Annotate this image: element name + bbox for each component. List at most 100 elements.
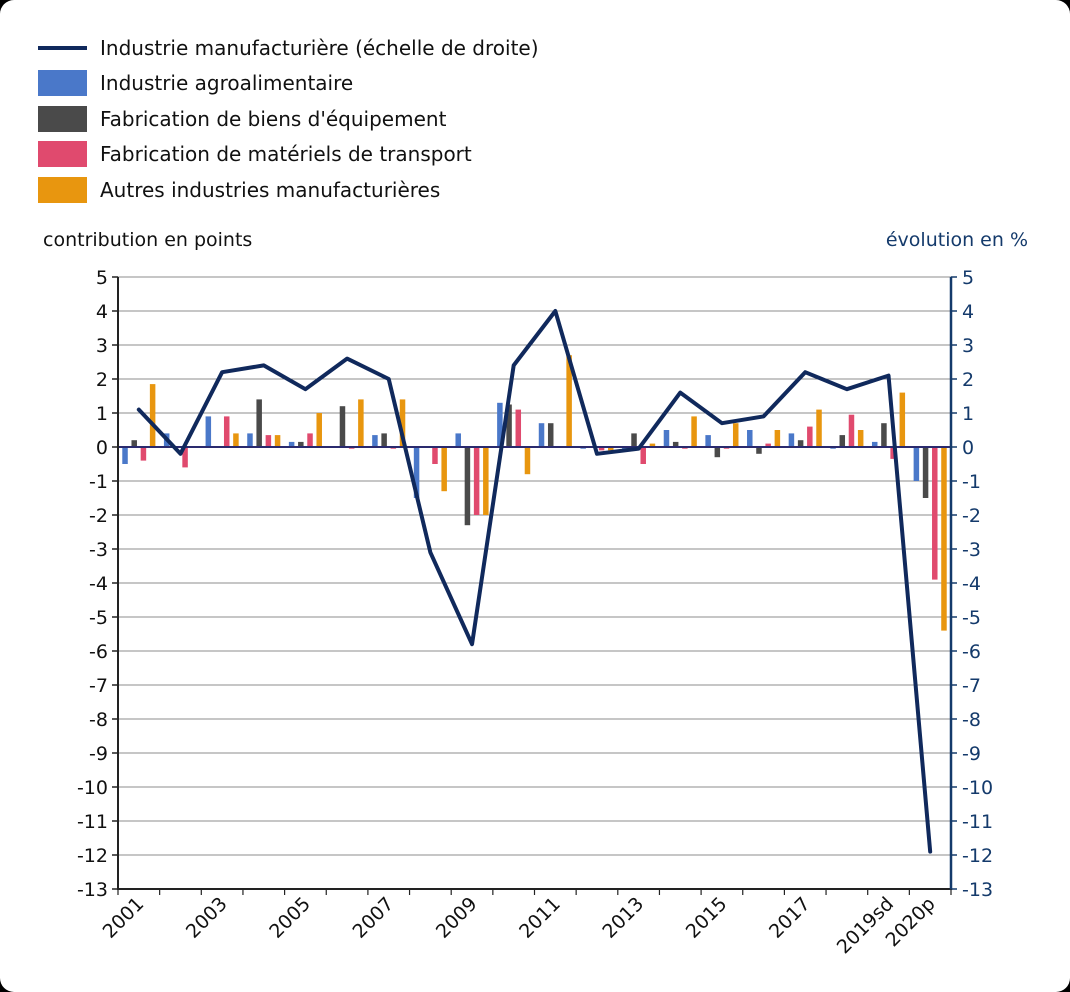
bar	[413, 447, 420, 498]
bar	[233, 433, 239, 447]
left-tick-label: -10	[77, 777, 108, 799]
left-tick-label: -12	[77, 845, 108, 867]
bar	[515, 409, 522, 447]
bar	[732, 423, 739, 447]
bar	[131, 440, 137, 447]
bar	[871, 441, 878, 447]
bar	[913, 447, 920, 481]
bar	[899, 392, 906, 447]
bar	[464, 447, 471, 526]
right-tick-label: -11	[962, 811, 993, 833]
legend-item: Autres industries manufacturières	[38, 172, 539, 208]
bar	[566, 355, 572, 447]
right-tick-label: -2	[962, 505, 981, 527]
right-tick-label: -12	[962, 845, 993, 867]
x-tick-label: 2011	[515, 893, 565, 943]
bar	[756, 447, 762, 454]
bar	[608, 447, 614, 451]
bar	[547, 423, 554, 447]
bar	[122, 447, 128, 464]
left-tick-label: -9	[89, 743, 108, 765]
bar	[774, 430, 781, 447]
bar	[649, 443, 656, 447]
legend-label: Industrie agroalimentaire	[100, 71, 354, 96]
bar	[247, 433, 253, 447]
left-tick-label: -11	[77, 811, 108, 833]
bar	[816, 409, 822, 447]
bar	[922, 447, 929, 498]
bar	[640, 447, 646, 464]
right-tick-label: -8	[962, 709, 981, 731]
left-tick-label: 3	[96, 335, 108, 357]
bar	[497, 402, 503, 447]
bar	[932, 447, 938, 580]
left-axis-title: contribution en points	[43, 229, 253, 251]
left-tick-label: -1	[89, 471, 108, 493]
x-tick-label: 2009	[432, 893, 482, 943]
bar	[890, 447, 896, 459]
right-tick-label: -5	[962, 607, 981, 629]
left-tick-label: -7	[89, 675, 108, 697]
left-tick-label: -2	[89, 505, 108, 527]
x-tick-label: 2007	[349, 893, 399, 943]
bar	[705, 435, 711, 447]
bar	[807, 426, 813, 447]
x-tick-label: 2015	[682, 893, 732, 943]
bar	[298, 441, 304, 447]
bar	[631, 433, 637, 447]
left-tick-label: 4	[96, 301, 108, 323]
bar	[765, 443, 771, 447]
bar	[339, 406, 346, 447]
right-tick-label: 3	[962, 335, 974, 357]
left-tick-label: -6	[89, 641, 108, 663]
right-axis-title: évolution en %	[885, 229, 1028, 251]
right-tick-label: 0	[962, 437, 974, 459]
legend-swatch	[38, 105, 87, 132]
legend-swatch	[38, 176, 87, 203]
bar	[256, 399, 262, 447]
left-tick-label: -8	[89, 709, 108, 731]
bar	[473, 447, 480, 515]
right-tick-label: 2	[962, 369, 974, 391]
left-tick-label: 1	[96, 403, 108, 425]
right-tick-label: -7	[962, 675, 981, 697]
bar	[455, 433, 461, 447]
legend-item: Fabrication de biens d'équipement	[38, 101, 539, 137]
bar	[274, 435, 281, 447]
bar	[432, 447, 438, 464]
bar	[265, 435, 272, 447]
left-tick-label: 2	[96, 369, 108, 391]
bar	[797, 440, 804, 447]
x-tick-label: 2005	[265, 893, 315, 943]
legend: Industrie manufacturière (échelle de dro…	[38, 30, 539, 208]
bar	[307, 433, 313, 447]
left-tick-label: -3	[89, 539, 108, 561]
right-tick-label: 4	[962, 301, 974, 323]
bar	[149, 384, 156, 447]
bar	[663, 430, 670, 447]
bar	[788, 433, 795, 447]
x-tick-label: 2017	[765, 893, 815, 943]
right-tick-label: -1	[962, 471, 981, 493]
bar	[205, 416, 212, 447]
x-tick-label: 2003	[182, 893, 232, 943]
legend-label: Fabrication de biens d'équipement	[100, 106, 447, 131]
right-tick-label: -13	[962, 879, 993, 901]
right-tick-label: -4	[962, 573, 981, 595]
legend-label: Industrie manufacturière (échelle de dro…	[100, 35, 539, 60]
bar	[316, 413, 322, 447]
left-tick-label: -5	[89, 607, 108, 629]
left-tick-label: -13	[77, 879, 108, 901]
bar	[941, 447, 947, 631]
bar	[399, 399, 406, 447]
right-tick-label: -3	[962, 539, 981, 561]
legend-swatch	[38, 70, 87, 97]
bar	[714, 447, 721, 458]
left-tick-label: -4	[89, 573, 108, 595]
bar	[747, 430, 753, 447]
bar	[381, 433, 387, 447]
bar	[372, 435, 378, 447]
bar	[483, 447, 489, 515]
bar	[223, 416, 230, 447]
